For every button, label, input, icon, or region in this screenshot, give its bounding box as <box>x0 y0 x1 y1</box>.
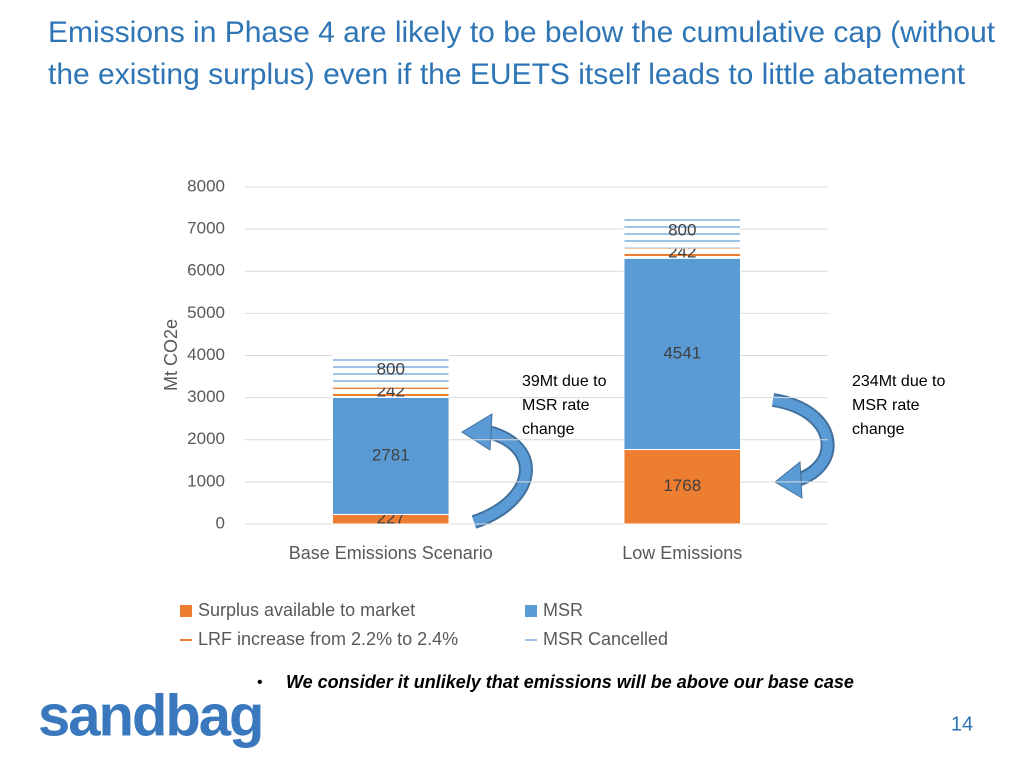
legend-swatch <box>525 634 537 646</box>
y-tick-label: 4000 <box>187 345 225 364</box>
y-tick-label: 3000 <box>187 387 225 406</box>
page-number: 14 <box>951 713 973 735</box>
bar-segment <box>623 213 742 249</box>
legend-swatch <box>180 605 192 617</box>
y-tick-label: 6000 <box>187 261 225 280</box>
legend-label: MSR <box>543 600 583 620</box>
y-tick-label: 0 <box>216 513 225 532</box>
slide-title: Emissions in Phase 4 are likely to be be… <box>48 16 996 91</box>
legend-label: MSR Cancelled <box>543 629 668 649</box>
arrow <box>472 425 531 527</box>
legend-swatch <box>525 605 537 617</box>
y-tick-label: 5000 <box>187 303 225 322</box>
arrow-head <box>774 461 803 499</box>
legend-label: LRF increase from 2.2% to 2.4% <box>198 629 458 649</box>
bar-segment <box>623 257 742 451</box>
bullet-mark: • <box>257 674 263 691</box>
x-tick-label: Low Emissions <box>622 543 742 563</box>
bullet-text: We consider it unlikely that emissions w… <box>286 672 854 692</box>
y-tick-label: 7000 <box>187 219 225 238</box>
y-tick-label: 1000 <box>187 471 225 490</box>
x-tick-label: Base Emissions Scenario <box>289 543 493 563</box>
legend-swatch <box>180 634 192 646</box>
annotation: 234Mt due to MSR rate change <box>852 373 946 438</box>
data-label: 4541 <box>663 343 701 362</box>
data-label: 800 <box>668 221 696 240</box>
legend-label: Surplus available to market <box>198 600 415 620</box>
bar-segment <box>331 352 450 388</box>
logo: sandbag <box>38 683 263 748</box>
bar-segment <box>623 449 742 525</box>
data-label: 1768 <box>663 476 701 495</box>
annotation: 39Mt due to MSR rate change <box>522 373 607 438</box>
y-tick-label: 8000 <box>187 176 225 195</box>
arrow-head <box>461 413 493 451</box>
y-axis-label: Mt CO2e <box>161 319 181 391</box>
data-label: 800 <box>377 360 405 379</box>
data-label: 2781 <box>372 445 410 464</box>
y-tick-label: 2000 <box>187 429 225 448</box>
bar-segment <box>331 396 450 515</box>
